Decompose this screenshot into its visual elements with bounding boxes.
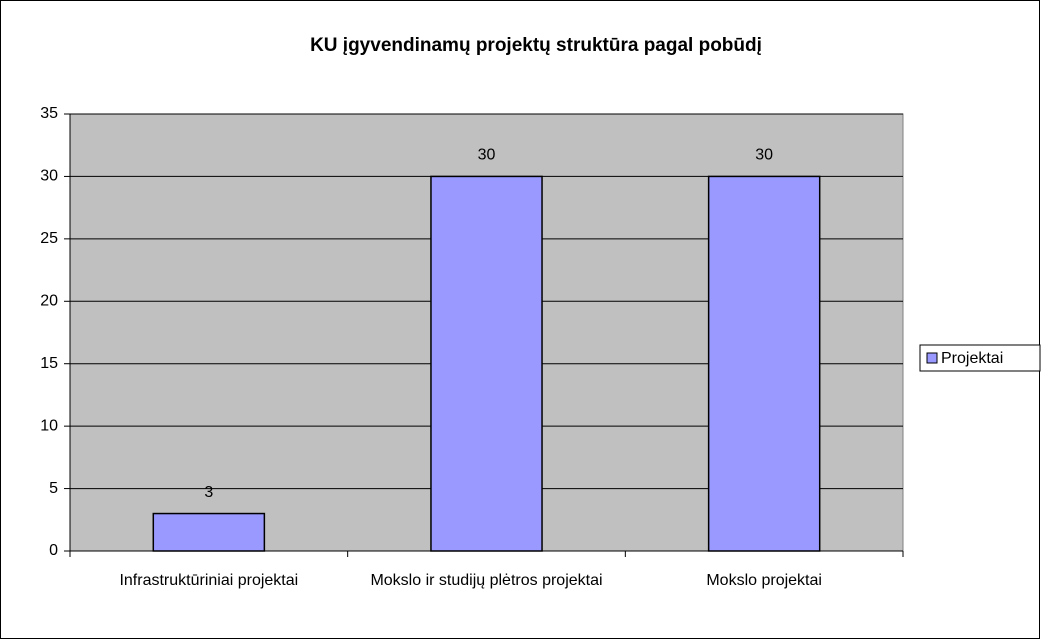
- x-tick-label: Infrastruktūriniai projektai: [119, 572, 299, 589]
- chart-title: KU įgyvendinamų projektų struktūra pagal…: [310, 35, 762, 56]
- bar: [152, 512, 266, 552]
- bar: [430, 175, 543, 552]
- y-tick-label: 5: [49, 480, 58, 497]
- y-tick-label: 10: [40, 417, 58, 434]
- y-tick-label: 15: [40, 355, 58, 372]
- data-label: 3: [204, 484, 213, 501]
- legend-box: [919, 344, 1041, 372]
- y-tick-label: 30: [40, 168, 58, 185]
- y-tick-label: 0: [49, 542, 58, 559]
- bar: [707, 175, 821, 552]
- x-tick-label: Mokslo ir studijų plėtros projektai: [370, 572, 603, 589]
- data-label: 30: [478, 147, 496, 164]
- y-tick-label: 20: [40, 293, 58, 310]
- y-tick-label: 25: [40, 230, 58, 247]
- y-tick-label: 35: [40, 105, 58, 122]
- legend-swatch: [926, 352, 938, 364]
- legend-label: Projektai: [941, 350, 1003, 367]
- data-label: 30: [755, 147, 773, 164]
- x-tick-label: Mokslo projektai: [706, 572, 822, 589]
